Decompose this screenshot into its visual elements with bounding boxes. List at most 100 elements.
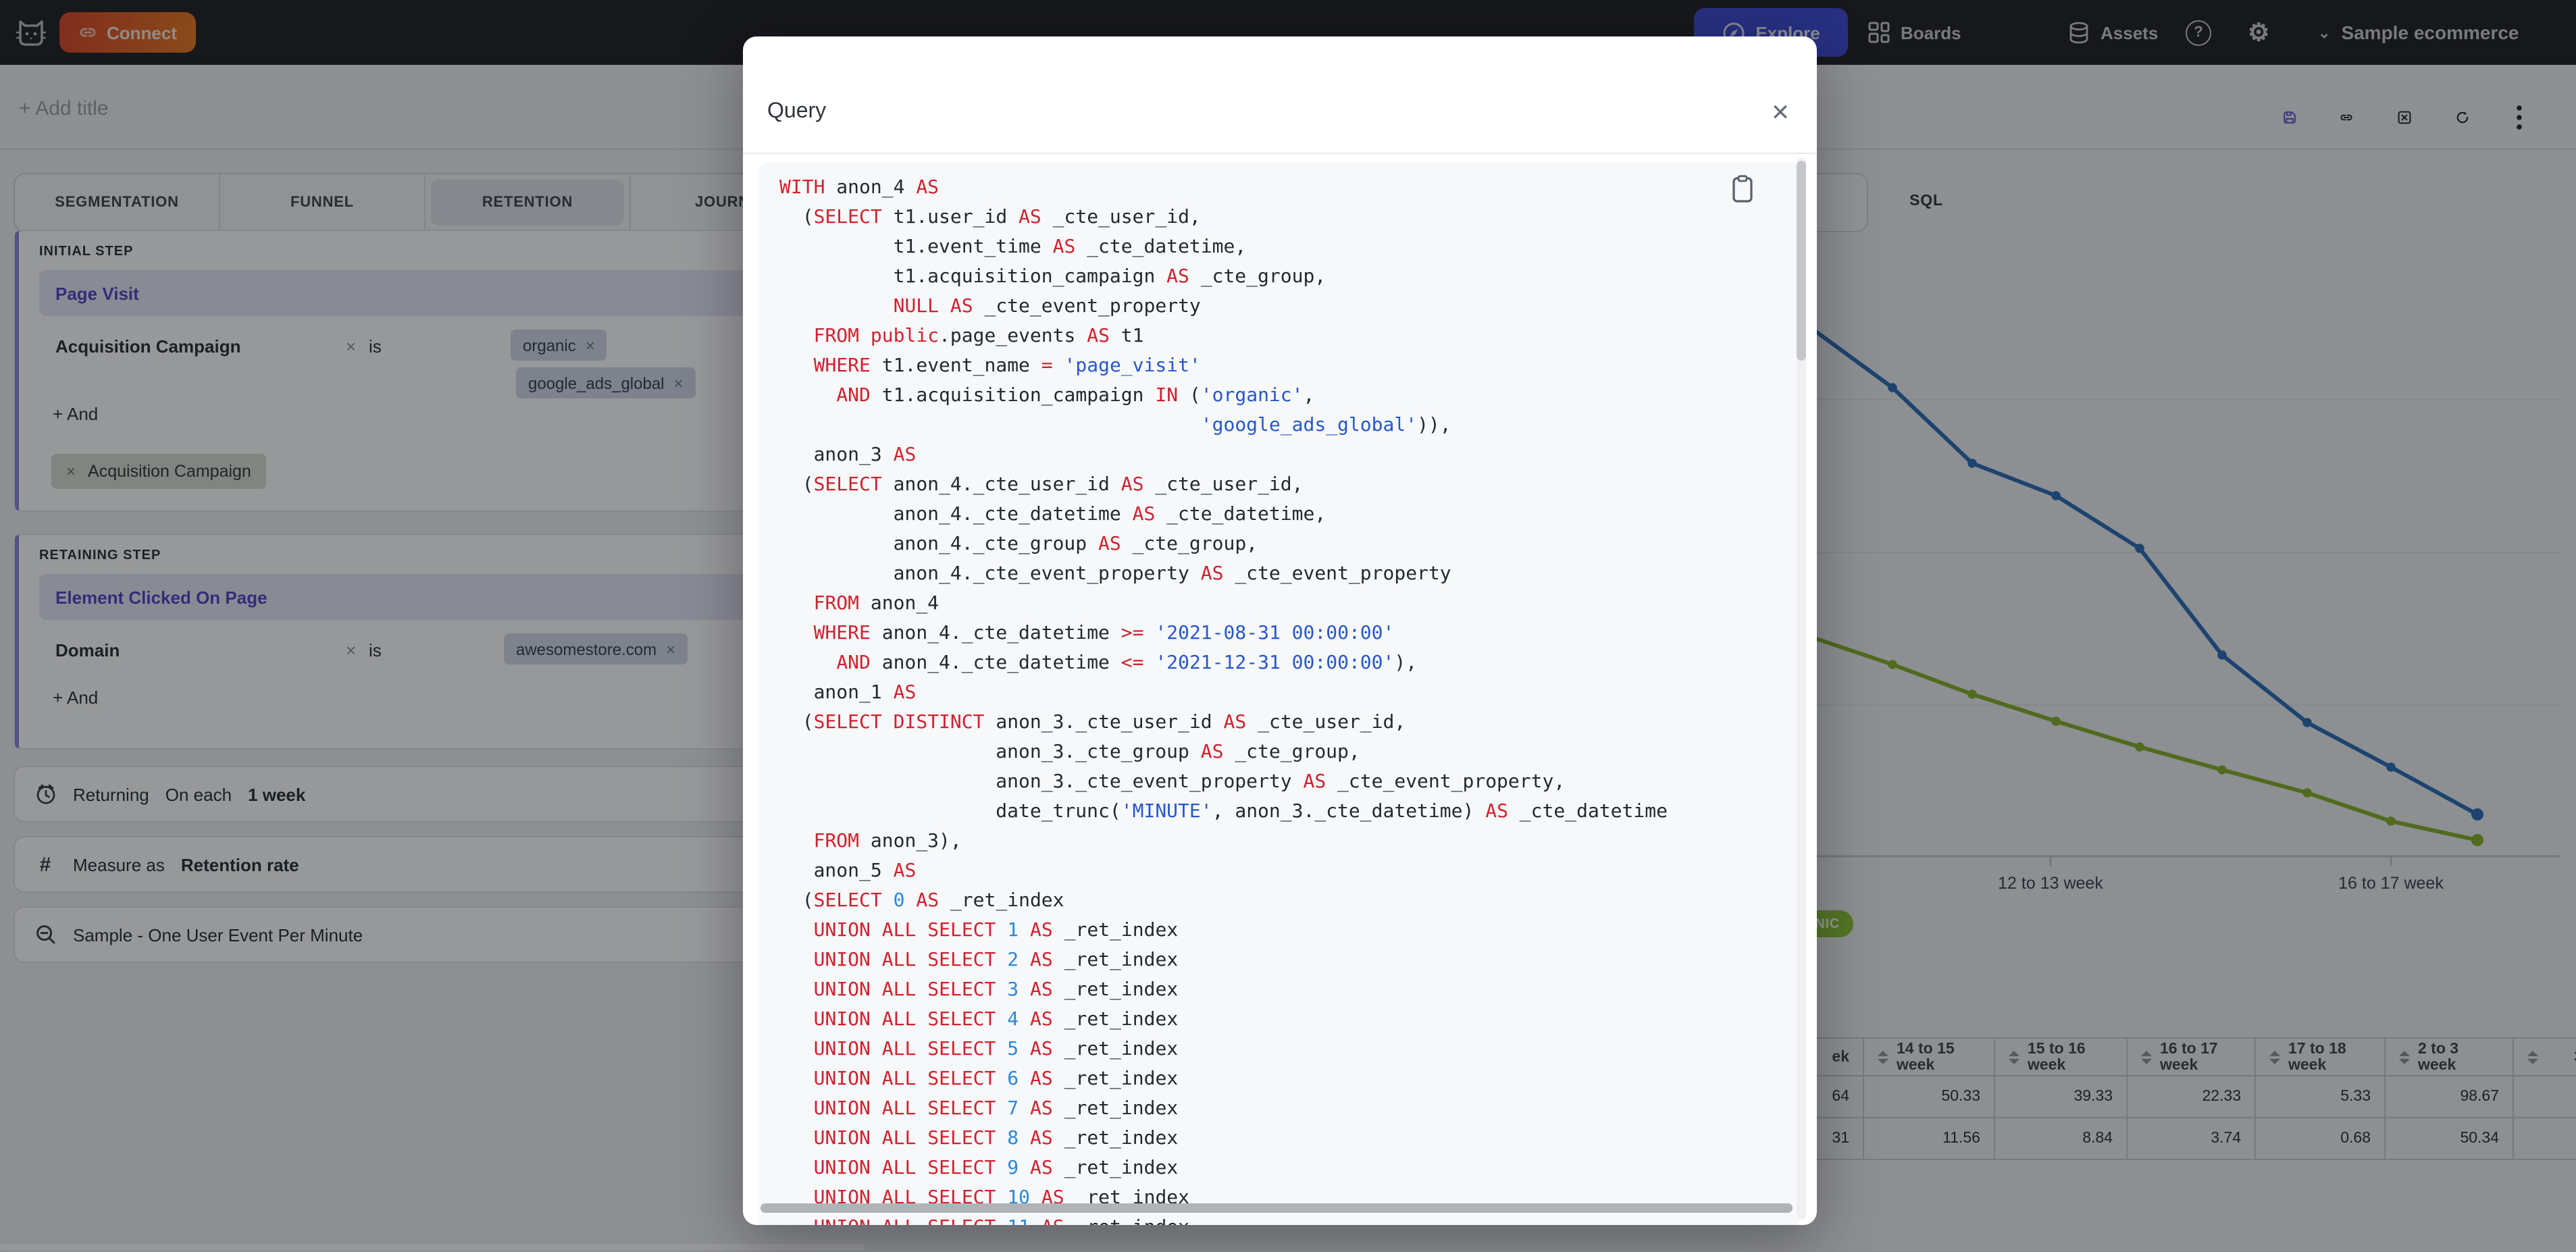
- tab-funnel[interactable]: FUNNEL: [220, 174, 426, 231]
- modal-vertical-scrollbar-track[interactable]: [1797, 158, 1806, 1220]
- sql-line: t1.acquisition_campaign AS _cte_group,: [779, 266, 1326, 288]
- chip-remove-icon[interactable]: ×: [66, 462, 76, 481]
- property-name[interactable]: Acquisition Campaign: [55, 336, 241, 357]
- query-modal: Query ✕ WITH anon_4 AS (SELECT t1.user_i…: [743, 36, 1817, 1225]
- returning-value[interactable]: 1 week: [248, 784, 306, 804]
- table-header-cell[interactable]: 17 to 18 week: [2256, 1037, 2386, 1076]
- sort-icon[interactable]: [2527, 1050, 2538, 1064]
- remove-filter-icon[interactable]: ×: [346, 640, 357, 660]
- sql-line: (SELECT anon_4._cte_user_id AS _cte_user…: [779, 474, 1304, 496]
- filter-value-chip[interactable]: organic ×: [511, 330, 607, 361]
- sql-line: t1.event_time AS _cte_datetime,: [779, 236, 1247, 258]
- sql-line: AND anon_4._cte_datetime <= '2021-12-31 …: [836, 652, 1418, 674]
- results-table: ek 14 to 15 week 15 to 16 week 16 to 17 wee…: [1689, 1037, 2576, 1160]
- zoom-out-icon: [34, 923, 57, 946]
- sql-line: 'google_ads_global')),: [1200, 415, 1451, 436]
- settings-button[interactable]: ⚙: [2248, 0, 2269, 65]
- sql-line: WITH anon_4 AS: [779, 177, 939, 199]
- sample-label: Sample - One User Event Per Minute: [73, 924, 363, 945]
- modal-title: Query: [767, 100, 827, 123]
- refresh-button[interactable]: [2446, 101, 2479, 134]
- page-horizontal-scrollbar[interactable]: [0, 1244, 865, 1251]
- sql-line: anon_5 AS: [779, 860, 917, 882]
- sql-line: anon_4._cte_group AS _cte_group,: [779, 533, 1258, 555]
- sql-line: UNION ALL SELECT 2 AS _ret_index: [813, 949, 1179, 971]
- sort-icon[interactable]: [2009, 1050, 2019, 1064]
- sort-icon[interactable]: [1878, 1050, 1888, 1064]
- returning-prefix: Returning: [73, 784, 149, 804]
- sql-line: UNION ALL SELECT 6 AS _ret_index: [813, 1068, 1179, 1090]
- table-header-cell[interactable]: 2 to 3 week: [2386, 1037, 2514, 1076]
- clear-icon: [2398, 111, 2411, 124]
- table-cell: 39.33: [1995, 1076, 2128, 1118]
- sql-line: FROM public.page_events AS t1: [813, 325, 1144, 347]
- table-cell: 0.68: [2256, 1118, 2386, 1160]
- nav-assets[interactable]: Assets: [2068, 0, 2158, 65]
- initial-step-event[interactable]: Page Visit: [39, 270, 850, 316]
- sql-line: WHERE t1.event_name = 'page_visit': [813, 355, 1201, 377]
- retaining-step-event[interactable]: Element Clicked On Page: [39, 574, 850, 620]
- table-header-cell[interactable]: 14 to 15 week: [1864, 1037, 1995, 1076]
- save-button[interactable]: [2273, 101, 2306, 134]
- x-tick-label: 12 to 13 week: [1998, 874, 2103, 893]
- measure-value[interactable]: Retention rate: [180, 854, 299, 875]
- table-header-cell[interactable]: 15 to 16 week: [1995, 1037, 2128, 1076]
- filter-value-chip[interactable]: awesomestore.com ×: [504, 633, 688, 664]
- operator-select[interactable]: is: [369, 336, 382, 357]
- sql-line: anon_3._cte_group AS _cte_group,: [779, 741, 1360, 763]
- save-icon: [2284, 111, 2296, 124]
- tab-sql[interactable]: SQL: [1909, 193, 1943, 209]
- table-cell: 50.34: [2386, 1118, 2514, 1160]
- sort-icon[interactable]: [2399, 1050, 2410, 1064]
- clear-button[interactable]: [2388, 101, 2421, 134]
- table-cell: [2514, 1076, 2576, 1118]
- connect-label: Connect: [107, 22, 177, 43]
- copy-link-button[interactable]: [2330, 101, 2363, 134]
- copy-button[interactable]: [1730, 173, 1757, 205]
- sql-line: UNION ALL SELECT 7 AS _ret_index: [813, 1098, 1179, 1120]
- sort-icon[interactable]: [2141, 1050, 2152, 1064]
- table-cell: 98.67: [2386, 1076, 2514, 1118]
- breakdown-chip[interactable]: × Acquisition Campaign: [51, 454, 266, 489]
- sql-code-block[interactable]: WITH anon_4 AS (SELECT t1.user_id AS _ct…: [759, 162, 1799, 1225]
- tab-retention[interactable]: RETENTION: [426, 174, 631, 231]
- close-button[interactable]: ✕: [1766, 99, 1795, 128]
- workspace-selector[interactable]: ⌄ Sample ecommerce: [2318, 0, 2519, 65]
- chip-remove-icon[interactable]: ×: [666, 640, 676, 658]
- retaining-step-label: RETAINING STEP: [39, 548, 161, 563]
- initial-step-card: INITIAL STEP Page Visit Acquisition Camp…: [14, 230, 870, 512]
- share-link-icon: [2340, 114, 2352, 121]
- modal-header-divider: [743, 153, 1817, 154]
- kebab-menu-button[interactable]: [2503, 101, 2535, 134]
- chip-remove-icon[interactable]: ×: [585, 336, 595, 355]
- cat-logo-icon[interactable]: [14, 16, 49, 51]
- add-title-button[interactable]: + Add title: [19, 97, 109, 120]
- sql-line: UNION ALL SELECT 8 AS _ret_index: [813, 1128, 1179, 1149]
- add-and-button[interactable]: + And: [53, 404, 99, 424]
- sql-line: NULL AS _cte_event_property: [893, 296, 1201, 317]
- property-name[interactable]: Domain: [55, 640, 120, 660]
- connect-button[interactable]: Connect: [59, 12, 196, 53]
- table-header-cell[interactable]: 3: [2514, 1037, 2576, 1076]
- add-and-button[interactable]: + And: [53, 687, 99, 708]
- modal-vertical-scrollbar-thumb[interactable]: [1797, 161, 1806, 361]
- code-horizontal-scrollbar[interactable]: [761, 1203, 1793, 1213]
- gear-icon: ⚙: [2248, 18, 2270, 45]
- sql-line: anon_3._cte_event_property AS _cte_event…: [779, 771, 1566, 793]
- assets-label: Assets: [2101, 22, 2159, 43]
- remove-filter-icon[interactable]: ×: [346, 336, 357, 357]
- table-header-cell[interactable]: 16 to 17 week: [2128, 1037, 2256, 1076]
- sql-line: UNION ALL SELECT 1 AS _ret_index: [813, 920, 1179, 941]
- filter-value-chip[interactable]: google_ads_global ×: [516, 367, 696, 398]
- sort-icon[interactable]: [2269, 1050, 2280, 1064]
- table-cell: 11.56: [1864, 1118, 1995, 1160]
- returning-mid: On each: [165, 784, 232, 804]
- boards-icon: [1868, 22, 1890, 43]
- operator-select[interactable]: is: [369, 640, 382, 660]
- help-icon: ?: [2186, 20, 2211, 45]
- tab-segmentation[interactable]: SEGMENTATION: [15, 174, 220, 231]
- help-button[interactable]: ?: [2186, 0, 2211, 65]
- chip-remove-icon[interactable]: ×: [673, 373, 684, 392]
- table-cell: [2514, 1118, 2576, 1160]
- nav-boards[interactable]: Boards: [1868, 0, 1961, 65]
